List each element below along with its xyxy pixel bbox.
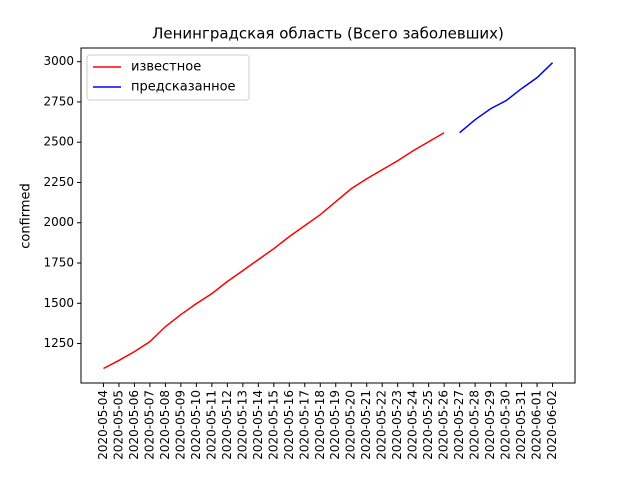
y-tick-label: 2750 bbox=[43, 94, 74, 108]
x-tick-label: 2020-05-25 bbox=[421, 390, 435, 460]
x-tick-label: 2020-05-16 bbox=[282, 390, 296, 460]
x-tick-label: 2020-05-18 bbox=[313, 390, 327, 460]
x-tick-label: 2020-05-24 bbox=[406, 390, 420, 460]
x-tick-label: 2020-05-23 bbox=[390, 390, 404, 460]
series-line bbox=[459, 62, 554, 134]
x-tick-label: 2020-05-31 bbox=[514, 390, 528, 460]
x-tick-label: 2020-05-22 bbox=[375, 390, 389, 460]
x-tick-label: 2020-05-08 bbox=[158, 390, 172, 460]
chart-title: Ленинградская область (Всего заболевших) bbox=[152, 25, 504, 43]
x-tick-label: 2020-05-11 bbox=[204, 390, 218, 460]
x-tick-label: 2020-05-17 bbox=[297, 390, 311, 460]
legend-label: известное bbox=[131, 60, 201, 75]
x-tick-label: 2020-05-19 bbox=[328, 390, 342, 460]
x-tick-label: 2020-05-26 bbox=[437, 390, 451, 460]
plot-frame bbox=[80, 47, 576, 384]
legend-label: предсказанное bbox=[131, 80, 236, 95]
x-tick-label: 2020-05-04 bbox=[96, 390, 110, 460]
y-tick-label: 3000 bbox=[43, 54, 74, 68]
x-tick-label: 2020-05-28 bbox=[468, 390, 482, 460]
x-tick-label: 2020-05-30 bbox=[499, 390, 513, 460]
y-tick-label: 2000 bbox=[43, 215, 74, 229]
y-tick-label: 1250 bbox=[43, 336, 74, 350]
y-tick-label: 1500 bbox=[43, 296, 74, 310]
x-tick-label: 2020-05-29 bbox=[483, 390, 497, 460]
x-tick-label: 2020-05-05 bbox=[111, 390, 125, 460]
x-tick-label: 2020-05-20 bbox=[344, 390, 358, 460]
y-axis-label: confirmed bbox=[19, 183, 34, 249]
y-tick-label: 2500 bbox=[43, 135, 74, 149]
x-tick-label: 2020-05-09 bbox=[173, 390, 187, 460]
x-tick-label: 2020-05-15 bbox=[266, 390, 280, 460]
x-tick-label: 2020-05-12 bbox=[220, 390, 234, 460]
x-tick-label: 2020-05-06 bbox=[127, 390, 141, 460]
x-tick-label: 2020-05-07 bbox=[142, 390, 156, 460]
series-line bbox=[103, 132, 445, 370]
y-tick-label: 1750 bbox=[43, 256, 74, 270]
x-tick-label: 2020-05-10 bbox=[189, 390, 203, 460]
x-tick-label: 2020-06-02 bbox=[545, 390, 559, 460]
x-tick-label: 2020-05-13 bbox=[235, 390, 249, 460]
y-tick-label: 2250 bbox=[43, 175, 74, 189]
legend-box bbox=[86, 54, 250, 101]
x-tick-label: 2020-06-01 bbox=[530, 390, 544, 460]
x-tick-label: 2020-05-14 bbox=[251, 390, 265, 460]
x-tick-label: 2020-05-21 bbox=[359, 390, 373, 460]
x-tick-label: 2020-05-27 bbox=[452, 390, 466, 460]
